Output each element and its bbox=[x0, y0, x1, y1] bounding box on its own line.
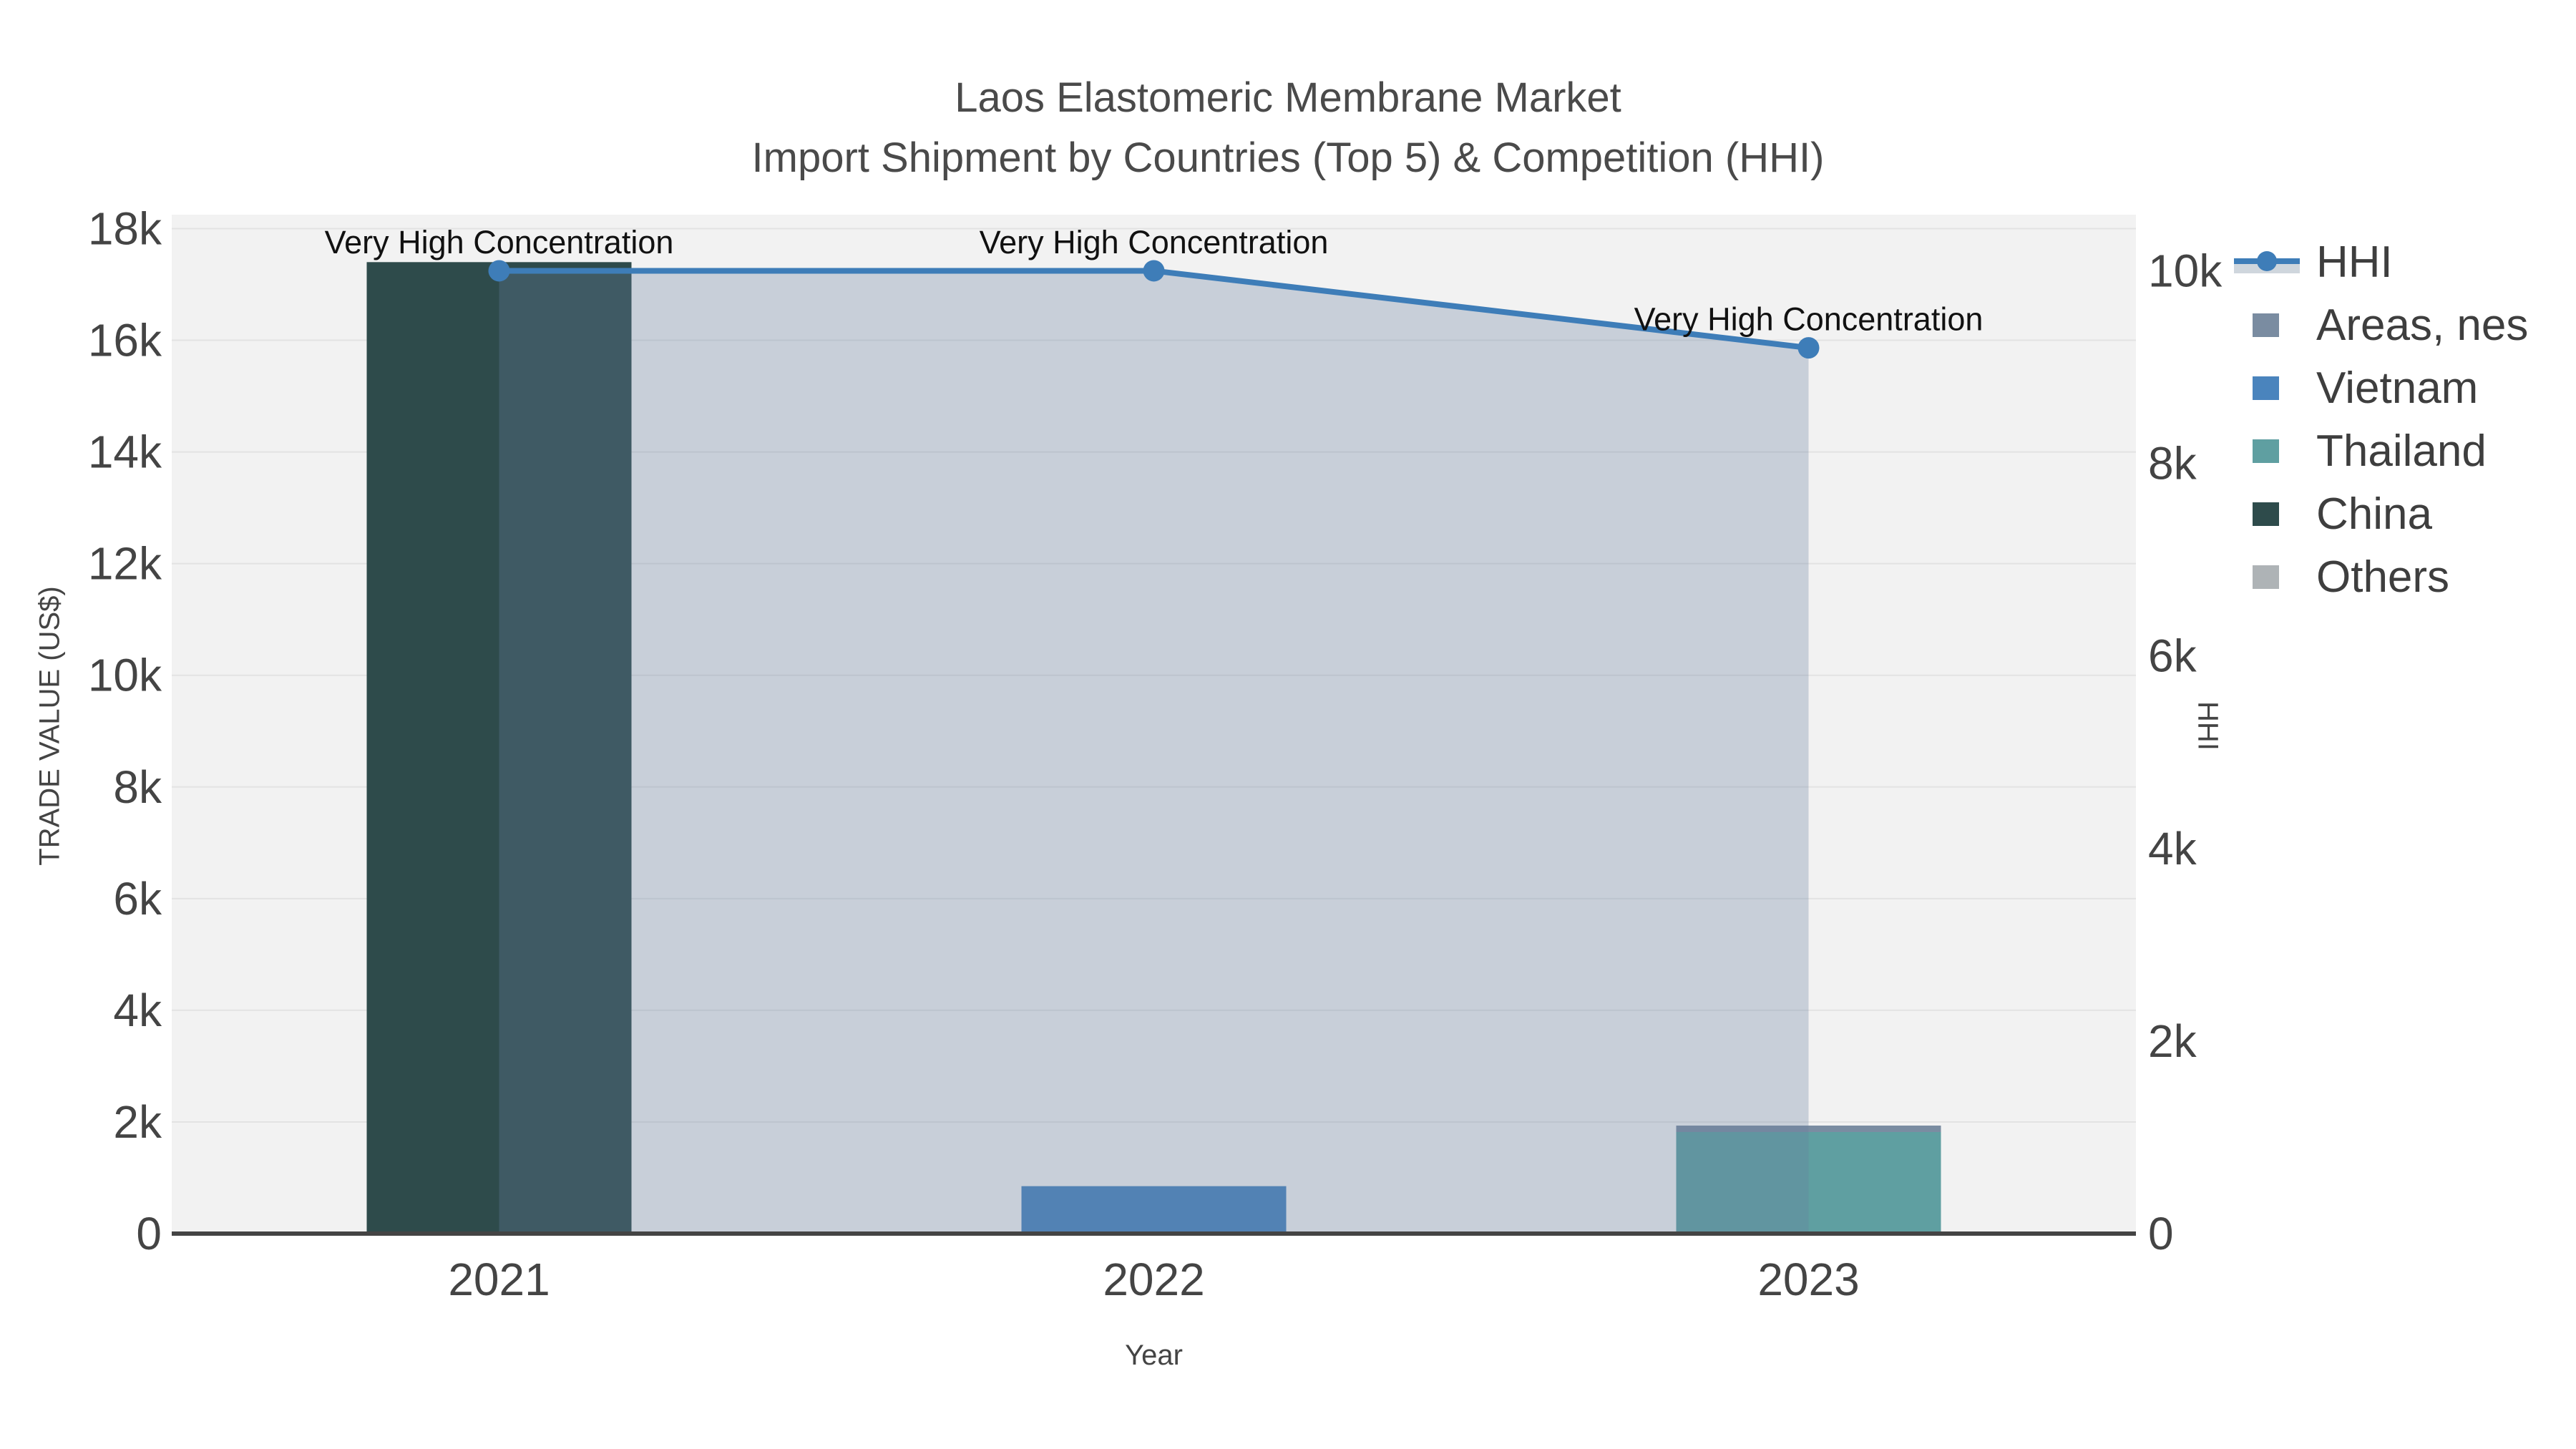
left-tick-12k: 12k bbox=[88, 538, 162, 590]
left-tick-16k: 16k bbox=[88, 315, 162, 366]
x-tick-2022: 2022 bbox=[1103, 1254, 1204, 1305]
annotation-2022: Very High Concentration bbox=[980, 224, 1329, 260]
hhi-area-fill bbox=[499, 270, 1809, 1234]
left-tick-8k: 8k bbox=[113, 761, 162, 813]
legend-swatch-icon bbox=[2253, 439, 2279, 463]
bar-areas-nes-2023[interactable] bbox=[1676, 1126, 1941, 1132]
bar-china-2021[interactable] bbox=[366, 262, 632, 1234]
legend-glyph-cell bbox=[2234, 502, 2302, 526]
left-tick-6k: 6k bbox=[113, 873, 162, 924]
right-tick-2k: 2k bbox=[2148, 1015, 2197, 1067]
x-tick-2021: 2021 bbox=[448, 1254, 550, 1305]
left-tick-2k: 2k bbox=[113, 1096, 162, 1148]
right-tick-4k: 4k bbox=[2148, 823, 2197, 874]
right-tick-8k: 8k bbox=[2148, 438, 2197, 489]
legend-swatch-icon bbox=[2253, 502, 2279, 526]
hhi-line-icon bbox=[2234, 246, 2300, 278]
left-tick-4k: 4k bbox=[113, 985, 162, 1036]
legend-glyph-cell bbox=[2234, 376, 2302, 400]
legend-swatch-icon bbox=[2253, 565, 2279, 589]
legend-item-hhi[interactable]: HHI bbox=[2234, 230, 2528, 293]
right-tick-10k: 10k bbox=[2148, 245, 2223, 296]
legend-label: HHI bbox=[2316, 237, 2393, 287]
right-tick-0: 0 bbox=[2148, 1208, 2174, 1259]
y-axis-title-right: HHI bbox=[2192, 701, 2224, 751]
legend-glyph-cell bbox=[2234, 246, 2302, 278]
chart-title-line2: Import Shipment by Countries (Top 5) & C… bbox=[751, 135, 1825, 181]
hhi-marker-sample bbox=[2257, 251, 2277, 271]
legend-glyph-cell bbox=[2234, 565, 2302, 589]
legend: HHI Areas, nes Vietnam Thailand China Others bbox=[2234, 230, 2528, 608]
y-axis-title-left: TRADE VALUE (US$) bbox=[34, 586, 66, 866]
bar-vietnam-2022[interactable] bbox=[1021, 1186, 1287, 1234]
x-tick-2023: 2023 bbox=[1757, 1254, 1859, 1305]
legend-item-thailand[interactable]: Thailand bbox=[2234, 419, 2528, 482]
bar-thailand-2023[interactable] bbox=[1676, 1131, 1941, 1234]
legend-item-areas-nes[interactable]: Areas, nes bbox=[2234, 293, 2528, 356]
hhi-marker-2021[interactable] bbox=[488, 260, 510, 282]
chart-title: Laos Elastomeric Membrane Market Import … bbox=[0, 68, 2576, 188]
legend-item-vietnam[interactable]: Vietnam bbox=[2234, 356, 2528, 419]
legend-swatch-icon bbox=[2253, 313, 2279, 337]
legend-glyph-cell bbox=[2234, 313, 2302, 337]
legend-label: Areas, nes bbox=[2316, 300, 2529, 350]
legend-label: China bbox=[2316, 489, 2432, 539]
legend-item-others[interactable]: Others bbox=[2234, 545, 2528, 608]
legend-label: Others bbox=[2316, 552, 2450, 602]
left-tick-10k: 10k bbox=[88, 650, 162, 701]
x-axis-title: Year bbox=[1125, 1340, 1183, 1371]
chart-title-line1: Laos Elastomeric Membrane Market bbox=[955, 74, 1621, 121]
right-tick-6k: 6k bbox=[2148, 630, 2197, 682]
hhi-marker-2023[interactable] bbox=[1797, 337, 1820, 359]
hhi-marker-2022[interactable] bbox=[1143, 260, 1165, 282]
left-tick-18k: 18k bbox=[88, 203, 162, 255]
annotation-2023: Very High Concentration bbox=[1634, 301, 1984, 338]
legend-swatch-icon bbox=[2253, 376, 2279, 400]
legend-item-china[interactable]: China bbox=[2234, 482, 2528, 545]
left-tick-14k: 14k bbox=[88, 426, 162, 478]
legend-glyph-cell bbox=[2234, 439, 2302, 463]
legend-label: Vietnam bbox=[2316, 363, 2479, 413]
annotation-2021: Very High Concentration bbox=[325, 224, 674, 260]
legend-label: Thailand bbox=[2316, 426, 2487, 476]
left-tick-0: 0 bbox=[136, 1208, 162, 1259]
